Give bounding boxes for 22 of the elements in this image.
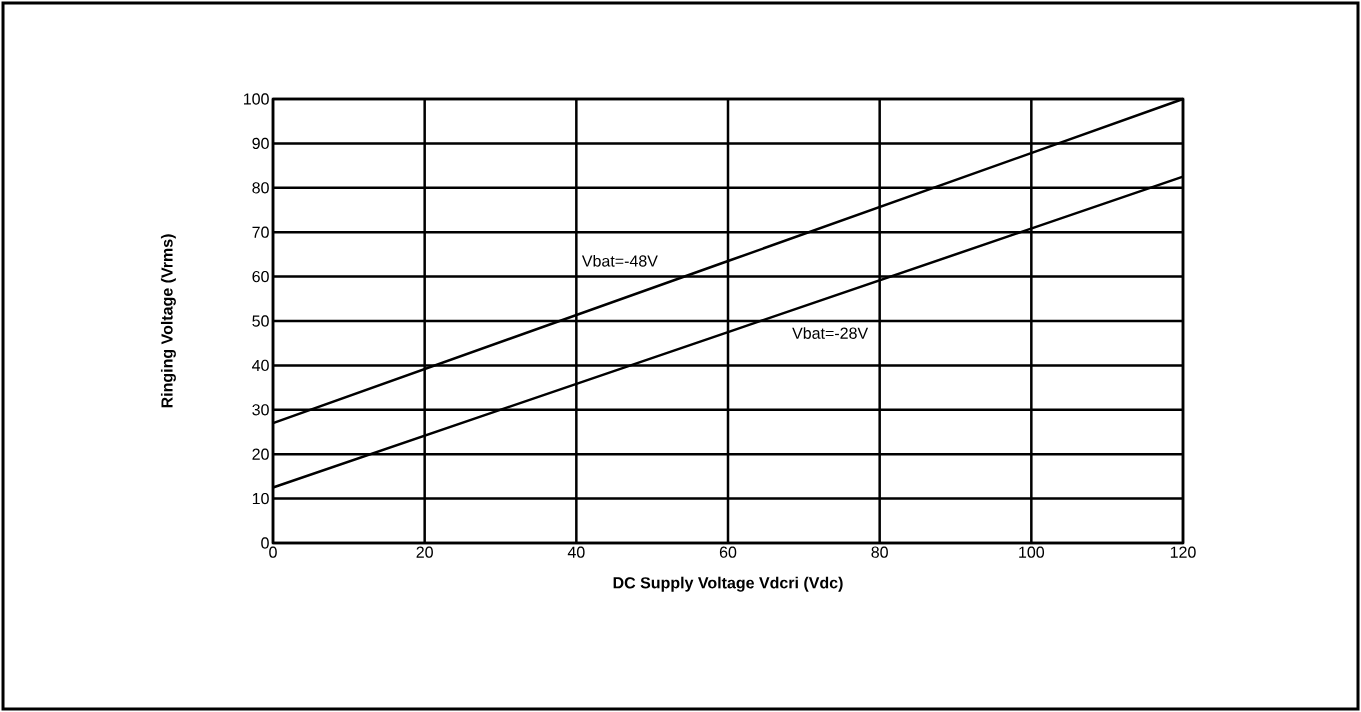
y-tick-label: 100 — [244, 93, 269, 105]
x-tick-label: 60 — [719, 546, 737, 558]
y-tick-label: 30 — [252, 404, 269, 416]
y-tick-label: 0 — [261, 537, 269, 549]
series-label: Vbat=-48V — [581, 254, 658, 267]
y-tick-label: 80 — [252, 182, 269, 194]
y-axis-title: Ringing Voltage (Vrms) — [160, 234, 176, 408]
y-tick-label: 20 — [252, 448, 269, 460]
x-tick-label: 0 — [269, 546, 277, 558]
x-tick-label: 120 — [1170, 546, 1196, 558]
y-tick-label: 70 — [252, 226, 269, 238]
y-tick-label: 50 — [252, 315, 269, 327]
y-tick-label: 10 — [252, 492, 269, 505]
y-tick-label: 90 — [252, 137, 269, 150]
y-tick-label: 60 — [252, 270, 269, 283]
series-label: Vbat=-28V — [792, 327, 869, 339]
x-tick-label: 100 — [1019, 546, 1045, 558]
x-tick-label: 80 — [871, 546, 888, 558]
x-tick-label: 20 — [416, 546, 433, 558]
x-tick-label: 40 — [567, 546, 585, 558]
y-tick-label: 40 — [252, 359, 269, 372]
x-axis-title: DC Supply Voltage Vdcri (Vdc) — [613, 576, 843, 592]
